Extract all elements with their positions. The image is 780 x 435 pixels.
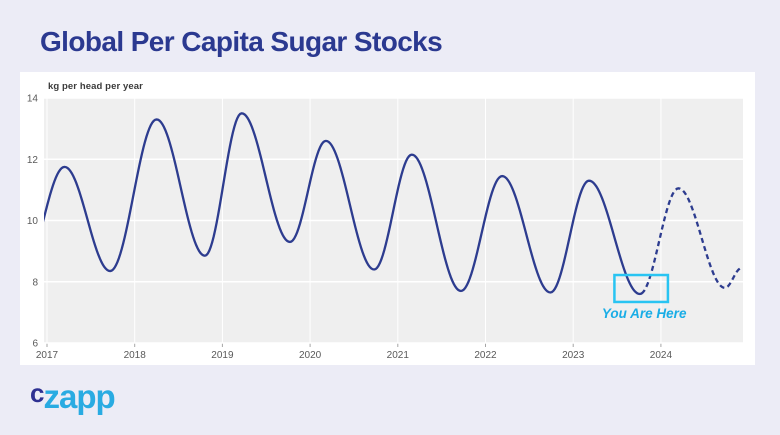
czapp-logo-c: c bbox=[30, 378, 45, 408]
page-title: Global Per Capita Sugar Stocks bbox=[40, 26, 443, 57]
y-tick-label: 10 bbox=[27, 216, 39, 227]
x-tick-label: 2024 bbox=[650, 350, 673, 361]
y-axis-title: kg per head per year bbox=[48, 81, 143, 92]
czapp-logo: czapp bbox=[30, 378, 116, 415]
you-are-here-box bbox=[613, 273, 670, 304]
x-tick-label: 2017 bbox=[36, 350, 59, 361]
line-chart-canvas: 2017 2018 2019 2020 2021 2022 2023 2024 6 8 10 12 14… bbox=[27, 94, 743, 361]
x-tick-label: 2021 bbox=[387, 350, 410, 361]
forecast-line bbox=[640, 187, 742, 295]
history-line bbox=[44, 112, 643, 296]
x-tick-label: 2023 bbox=[562, 350, 585, 361]
y-tick-label: 6 bbox=[32, 339, 38, 350]
x-tick-label: 2022 bbox=[474, 350, 497, 361]
chart-card: kg per head per year 2017 2018 2019 2020 202… bbox=[20, 72, 755, 365]
y-tick-label: 8 bbox=[32, 277, 38, 288]
y-tick-label: 12 bbox=[27, 155, 39, 166]
x-tick-label: 2020 bbox=[299, 350, 322, 361]
you-are-here-label: You Are Here bbox=[602, 306, 687, 321]
czapp-logo-zapp: zapp bbox=[43, 378, 115, 415]
x-tick-label: 2018 bbox=[124, 350, 147, 361]
x-tick-label: 2019 bbox=[211, 350, 234, 361]
chart-layers: 2017 2018 2019 2020 2021 2022 2023 2024 6 8 10 12 14 bbox=[27, 94, 743, 361]
y-tick-label: 14 bbox=[27, 94, 39, 105]
